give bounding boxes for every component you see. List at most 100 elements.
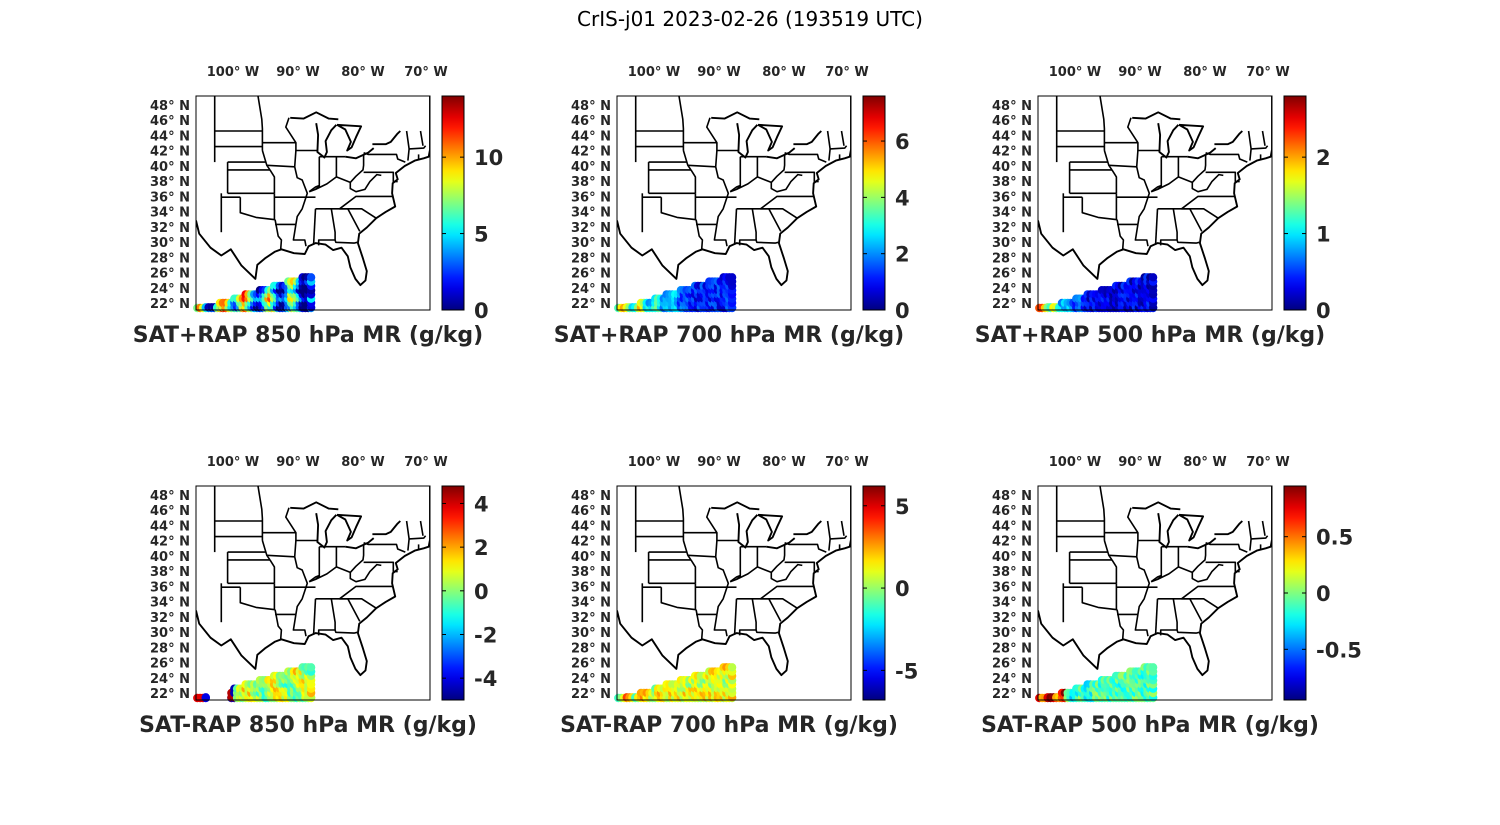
lake-shore (757, 123, 784, 152)
panel-title: SAT-RAP 850 hPa MR (g/kg) (139, 713, 477, 738)
colorbar-tick-label: 0.5 (1316, 526, 1353, 550)
latitude-label: 48° N (571, 489, 611, 504)
latitude-label: 22° N (150, 687, 190, 702)
state-border (312, 208, 317, 245)
latitude-label: 44° N (992, 130, 1032, 145)
longitude-label: 70° W (404, 65, 447, 80)
lake-shore (766, 147, 796, 160)
latitude-label: 30° N (150, 236, 190, 251)
state-border (1191, 544, 1224, 583)
colorbar-tick-label: 2 (1316, 146, 1331, 170)
state-border (1205, 171, 1240, 183)
state-border (1150, 184, 1162, 193)
lake-shore (315, 513, 338, 549)
state-border (784, 561, 819, 573)
state-border (1205, 542, 1248, 553)
latitude-label: 42° N (150, 535, 190, 550)
coastline (1038, 96, 1272, 287)
latitude-label: 22° N (992, 687, 1032, 702)
latitude-label: 36° N (992, 580, 1032, 595)
state-border (687, 554, 716, 558)
map-panel: 100° W 90° W 80° W 70° W 48° N46° N44° N42° … (981, 455, 1362, 738)
state-border (1154, 208, 1159, 245)
latitude-label: 46° N (992, 504, 1032, 519)
colorbar-tick-label: 4 (895, 186, 910, 210)
state-border (1134, 614, 1149, 637)
state-border (1261, 130, 1266, 146)
latitude-label: 48° N (150, 99, 190, 114)
latitude-label: 42° N (150, 145, 190, 160)
state-border (285, 507, 318, 542)
latitude-label: 28° N (992, 251, 1032, 266)
lake-shore (736, 123, 759, 159)
latitude-label: 28° N (992, 641, 1032, 656)
latitude-label: 28° N (150, 641, 190, 656)
panel-title: SAT-RAP 500 hPa MR (g/kg) (981, 713, 1319, 738)
longitude-label: 100° W (628, 455, 681, 470)
colorbar-gradient (862, 485, 886, 701)
latitude-label: 30° N (992, 236, 1032, 251)
boundaries (1038, 96, 1272, 287)
longitude-label: 80° W (1183, 65, 1226, 80)
colorbar-tick-label: -4 (474, 667, 497, 691)
latitude-label: 42° N (992, 535, 1032, 550)
state-border (706, 117, 739, 152)
state-border (1099, 486, 1106, 541)
state-border (1251, 535, 1269, 540)
lake-shore (1178, 123, 1205, 152)
latitude-label: 30° N (571, 236, 611, 251)
state-border (840, 130, 845, 146)
longitude-label: 80° W (341, 65, 384, 80)
latitude-label: 44° N (571, 130, 611, 145)
latitude-label: 38° N (571, 175, 611, 190)
map-frame (195, 95, 431, 311)
coastline (196, 486, 430, 677)
state-border (1108, 554, 1137, 558)
longitude-label: 90° W (697, 65, 740, 80)
state-border (363, 561, 398, 573)
state-border (293, 150, 309, 225)
state-border (733, 598, 738, 635)
colorbar-tick-label: -5 (895, 659, 918, 683)
state-border (1116, 219, 1125, 250)
latitude-label: 44° N (992, 520, 1032, 535)
state-border (1127, 507, 1160, 542)
state-border (308, 184, 320, 193)
swath-points (614, 273, 737, 313)
longitude-label: 90° W (1118, 455, 1161, 470)
state-border (363, 542, 406, 553)
panel-title: SAT+RAP 850 hPa MR (g/kg) (133, 323, 483, 348)
state-border (285, 117, 318, 152)
colorbar-tick-label: 0 (895, 299, 910, 323)
colorbar-tick-label: 5 (474, 223, 489, 247)
state-border (308, 574, 320, 583)
state-border (274, 219, 283, 250)
state-border (274, 609, 283, 640)
panel-title: SAT+RAP 500 hPa MR (g/kg) (975, 323, 1325, 348)
latitude-label: 38° N (992, 565, 1032, 580)
panel-title: SAT+RAP 700 hPa MR (g/kg) (554, 323, 904, 348)
state-border (713, 614, 728, 637)
state-border (713, 224, 728, 247)
state-border (830, 535, 848, 540)
coastline (617, 96, 851, 287)
coastline (617, 486, 851, 677)
state-border (334, 629, 358, 634)
state-border (736, 156, 759, 191)
state-border (1135, 150, 1151, 225)
longitude-label: 80° W (1183, 455, 1226, 470)
state-border (1205, 152, 1248, 163)
state-border (266, 164, 295, 168)
longitude-label: 100° W (207, 455, 260, 470)
lake-shore (793, 130, 822, 146)
state-border (339, 208, 377, 219)
state-border (770, 154, 803, 193)
state-border (760, 598, 798, 609)
colorbar-tick-label: 0 (895, 577, 910, 601)
lake-shore (290, 501, 339, 511)
longitude-label: 90° W (697, 455, 740, 470)
latitude-label: 26° N (992, 657, 1032, 672)
lake-shore (711, 501, 760, 511)
latitude-label: 46° N (150, 504, 190, 519)
